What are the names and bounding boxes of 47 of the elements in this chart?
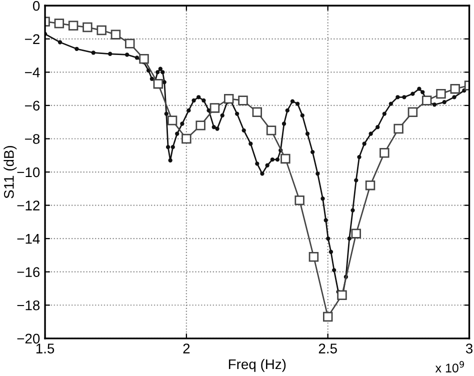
y-tick-label: −14 [17, 234, 40, 244]
x-axis-title: Freq (Hz) [228, 358, 286, 372]
point [422, 96, 432, 106]
point [266, 126, 276, 136]
point [351, 228, 361, 238]
point [82, 22, 92, 32]
point [96, 25, 106, 36]
point [196, 120, 206, 130]
x-tick-label: 2.5 [318, 344, 337, 354]
y-tick-label: 0 [32, 0, 40, 11]
point [436, 88, 446, 99]
point [308, 252, 319, 262]
point [110, 30, 121, 40]
point [380, 148, 390, 158]
point [182, 134, 192, 144]
point [238, 96, 248, 106]
point [322, 312, 333, 322]
y-tick-label: −16 [17, 267, 40, 278]
point [450, 84, 460, 94]
x-tick-label: 1.5 [36, 344, 54, 354]
y-tick-label: −12 [17, 200, 40, 210]
y-axis-title: S11 (dB) [4, 146, 17, 198]
y-tick-label: −4 [25, 68, 40, 78]
point [337, 290, 347, 300]
y-tick-label: −20 [17, 334, 40, 344]
point [252, 107, 262, 117]
point [54, 18, 64, 28]
point [210, 103, 220, 113]
point [394, 124, 404, 134]
point [167, 116, 178, 126]
point [68, 20, 78, 30]
point [224, 94, 234, 104]
y-tick-label: −6 [25, 100, 40, 111]
y-tick-label: −8 [25, 134, 40, 144]
y-tick-label: −2 [25, 34, 40, 44]
text: x 10$^{9}$ [435, 361, 464, 372]
point [280, 154, 290, 164]
y-tick-label: −18 [17, 300, 40, 310]
point [139, 54, 149, 64]
point [125, 38, 135, 48]
point [294, 195, 304, 206]
point [408, 107, 418, 117]
point [365, 180, 376, 190]
y-tick-label: −10 [17, 167, 40, 178]
point [153, 78, 164, 89]
x-tick-label: 2 [183, 344, 190, 354]
x-tick-label: 3 [466, 344, 473, 354]
